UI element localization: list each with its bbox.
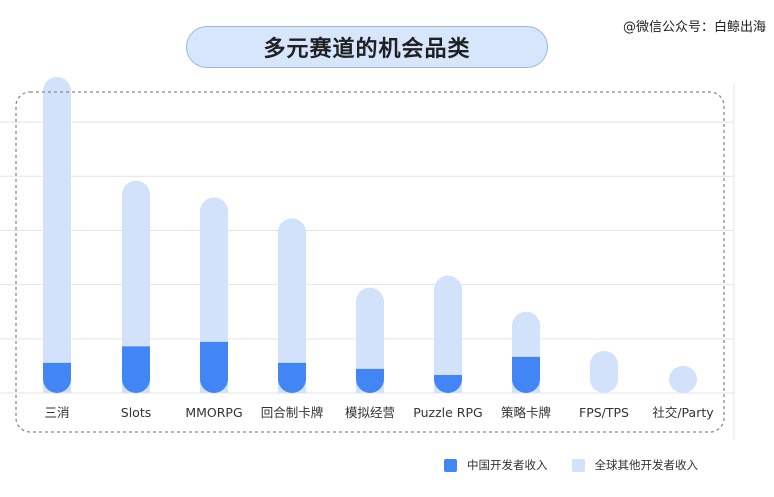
x-tick-label-5: Puzzle RPG [413, 405, 482, 420]
x-tick-label-1: Slots [121, 405, 151, 420]
bars [43, 76, 697, 393]
legend-label-global: 全球其他开发者收入 [594, 458, 699, 472]
bar-china-0 [43, 362, 71, 393]
bar-china-5 [434, 374, 462, 393]
x-tick-label-4: 模拟经营 [345, 405, 395, 420]
x-tick-label-7: FPS/TPS [579, 405, 629, 420]
bar-global-7 [590, 350, 618, 393]
chart-title: 多元赛道的机会品类 [186, 26, 548, 68]
watermark: @微信公众号：白鲸出海 [622, 20, 766, 35]
bar-china-4 [356, 368, 384, 393]
chart-frame [15, 91, 725, 433]
x-tick-label-8: 社交/Party [652, 405, 714, 420]
legend: 中国开发者收入 全球其他开发者收入 [444, 457, 722, 473]
bar-global-5 [434, 275, 462, 393]
x-tick-label-2: MMORPG [185, 405, 242, 420]
bar-global-1 [122, 180, 150, 393]
x-tick-label-6: 策略卡牌 [501, 405, 551, 420]
bar-china-2 [200, 341, 228, 393]
bar-global-0 [43, 76, 71, 393]
bar-china-3 [278, 362, 306, 393]
legend-item-global: 全球其他开发者收入 [571, 457, 699, 473]
legend-item-china: 中国开发者收入 [444, 457, 548, 473]
bar-china-1 [122, 346, 150, 393]
bar-global-3 [278, 218, 306, 393]
legend-label-china: 中国开发者收入 [467, 458, 548, 472]
x-tick-label-0: 三消 [44, 405, 69, 420]
bar-global-8 [669, 365, 697, 393]
bar-global-4 [356, 287, 384, 393]
bar-china-6 [512, 356, 540, 393]
x-tick-labels: 三消 Slots MMORPG 回合制卡牌 模拟经营 Puzzle RPG 策略卡牌 FPS/… [44, 405, 714, 420]
legend-swatch-global [571, 458, 585, 472]
x-tick-label-3: 回合制卡牌 [261, 405, 324, 420]
legend-swatch-china [444, 458, 457, 472]
